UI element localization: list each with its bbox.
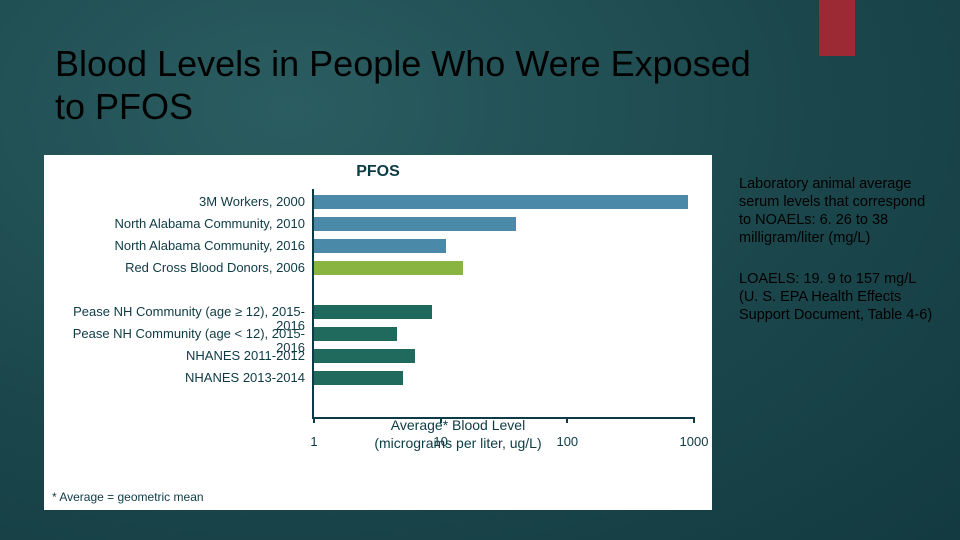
accent-bar [819, 0, 855, 56]
note-loaels: LOAELS: 19. 9 to 157 mg/L (U. S. EPA Hea… [739, 270, 934, 324]
chart-plot-area: 1101001000 [312, 189, 694, 419]
bar [314, 239, 446, 253]
category-label: NHANES 2013-2014 [50, 371, 305, 385]
note-loaels-b: (U. S. EPA Health Effects Support Docume… [739, 289, 932, 323]
bar [314, 349, 415, 363]
slide: Blood Levels in People Who Were Exposed … [0, 0, 960, 540]
category-label: Red Cross Blood Donors, 2006 [50, 261, 305, 275]
category-label: North Alabama Community, 2016 [50, 239, 305, 253]
x-axis-label-line2: (micrograms per liter, ug/L) [374, 435, 541, 451]
bar [314, 195, 688, 209]
chart-title: PFOS [44, 163, 712, 181]
chart-container: PFOS 3M Workers, 2000 North Alabama Commu… [44, 155, 712, 510]
category-label: North Alabama Community, 2010 [50, 217, 305, 231]
category-label: 3M Workers, 2000 [50, 195, 305, 209]
bar [314, 371, 403, 385]
bar [314, 261, 463, 275]
bar [314, 217, 516, 231]
page-title: Blood Levels in People Who Were Exposed … [55, 42, 775, 128]
x-axis-label: Average* Blood Level (micrograms per lit… [44, 417, 712, 452]
bar [314, 305, 432, 319]
note-loaels-a: LOAELS: 19. 9 to 157 mg/L [739, 271, 916, 287]
side-notes: Laboratory animal average serum levels t… [739, 175, 934, 346]
bar [314, 327, 397, 341]
x-axis-label-line1: Average* Blood Level [391, 417, 525, 433]
chart-footnote: * Average = geometric mean [52, 490, 204, 504]
category-label: NHANES 2011-2012 [50, 349, 305, 363]
note-noaels: Laboratory animal average serum levels t… [739, 175, 934, 248]
